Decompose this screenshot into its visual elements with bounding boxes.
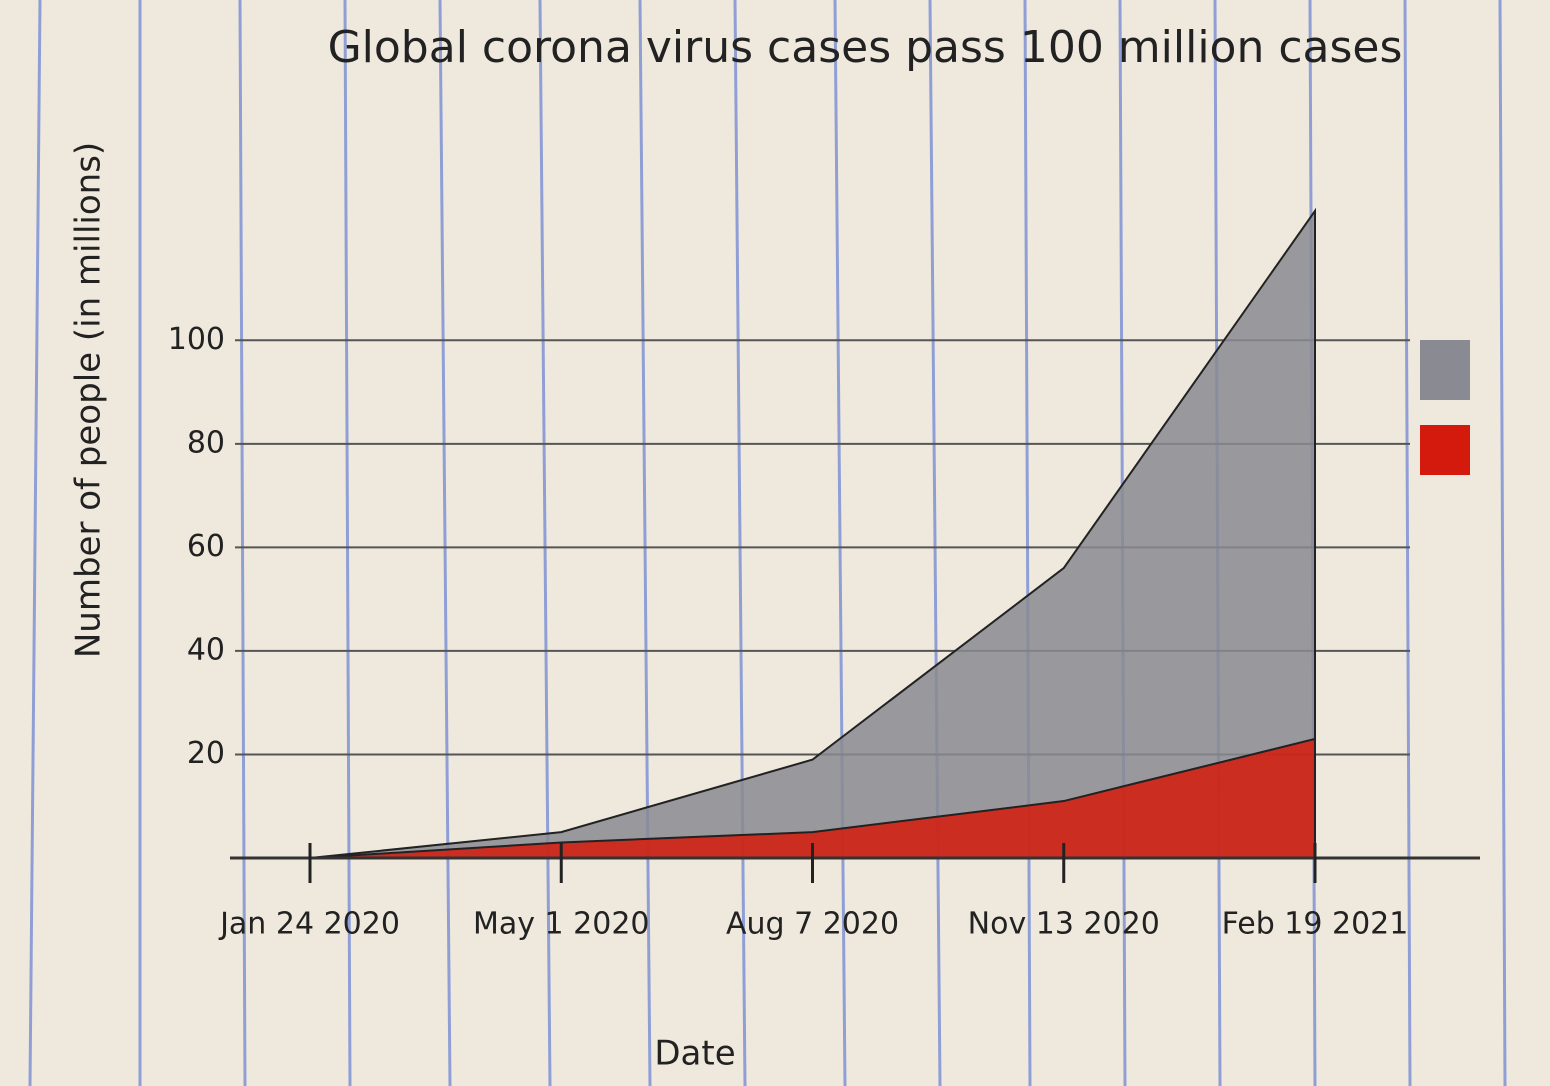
y-tick-label: 80 [187,425,225,460]
x-axis-label: Date [654,1034,735,1074]
legend-swatch [1420,340,1470,400]
y-tick-label: 20 [187,736,225,771]
x-tick-label: Jan 24 2020 [218,907,400,942]
y-tick-label: 100 [168,322,225,357]
chart-title: Global corona virus cases pass 100 milli… [328,22,1403,73]
legend-swatch [1420,425,1470,475]
x-tick-label: Aug 7 2020 [726,907,899,942]
x-tick-label: Nov 13 2020 [968,907,1160,942]
x-tick-label: Feb 19 2021 [1222,907,1409,942]
y-tick-label: 40 [187,632,225,667]
x-tick-label: May 1 2020 [473,907,650,942]
y-axis-label: Number of people (in millions) [69,142,109,658]
y-tick-label: 60 [187,529,225,564]
legend [1420,340,1470,475]
